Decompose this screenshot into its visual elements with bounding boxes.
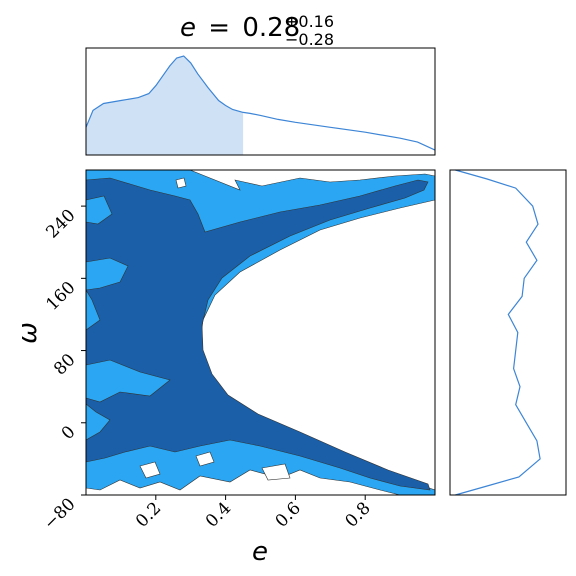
x-tick-label: 0.8	[341, 498, 374, 531]
x-axis-label: e	[252, 537, 268, 567]
contour-outer-island-1	[86, 257, 129, 291]
title-upper: +0.16	[285, 12, 334, 31]
svg-text:e = 0.28: e = 0.28	[180, 13, 300, 43]
contour-panel	[85, 169, 436, 496]
contour-outer-island-2	[86, 359, 171, 403]
x-tick-label: 0.4	[202, 498, 235, 531]
y-tick-label: −80	[40, 494, 80, 534]
contour-outer-island-3	[86, 195, 113, 225]
x-axis-ticks: 0.2 0.4 0.6 0.8	[132, 495, 375, 532]
marginal-e-frame	[85, 47, 436, 156]
y-tick-label: 160	[42, 278, 79, 315]
x-tick-label: 0.6	[272, 498, 305, 531]
marginal-e-curve	[85, 55, 436, 151]
y-axis-ticks: −80 0 80 160 240	[40, 206, 86, 534]
title-median: 0.28	[242, 13, 300, 43]
y-tick-label: 0	[58, 422, 80, 444]
title-equals: =	[208, 13, 230, 43]
contour-gap-2	[195, 451, 215, 467]
marginal-omega-panel	[449, 169, 567, 496]
y-tick-label: 240	[42, 206, 79, 243]
y-axis-label: ω	[13, 322, 43, 344]
marginal-omega-frame	[449, 169, 567, 496]
contour-gap-3	[261, 463, 291, 481]
title-param: e	[180, 13, 196, 43]
contour-gap-1	[139, 461, 161, 479]
contour-inner-region	[86, 177, 431, 491]
marginal-e-shaded-area	[86, 56, 244, 155]
contour-gap-4	[175, 177, 187, 189]
x-tick-label: 0.2	[132, 498, 165, 531]
contour-frame	[85, 169, 436, 496]
title-lower: −0.28	[285, 30, 334, 49]
marginal-omega-curve	[455, 169, 541, 496]
chart-title: e = 0.28 +0.16 −0.28	[180, 12, 334, 49]
marginal-e-panel	[85, 47, 436, 156]
y-tick-label: 80	[50, 350, 79, 379]
